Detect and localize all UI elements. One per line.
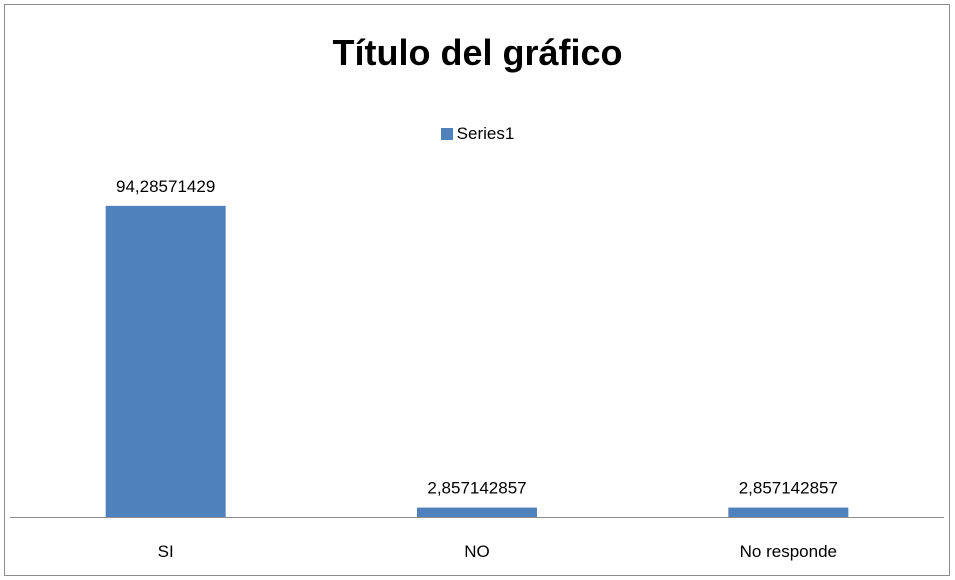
- bar-1: [417, 507, 537, 517]
- legend: Series1: [0, 124, 955, 144]
- x-tick-label-1: NO: [464, 542, 490, 561]
- data-label-2: 2,857142857: [739, 479, 838, 498]
- bar-0: [105, 205, 226, 517]
- legend-swatch: [440, 128, 453, 140]
- chart-title: Título del gráfico: [332, 32, 623, 73]
- data-label-0: 94,28571429: [116, 177, 215, 196]
- x-tick-label-2: No responde: [740, 542, 837, 561]
- x-tick-label-0: SI: [158, 542, 174, 561]
- bar-2: [728, 507, 849, 517]
- legend-label: Series1: [456, 124, 515, 143]
- data-label-1: 2,857142857: [427, 479, 526, 498]
